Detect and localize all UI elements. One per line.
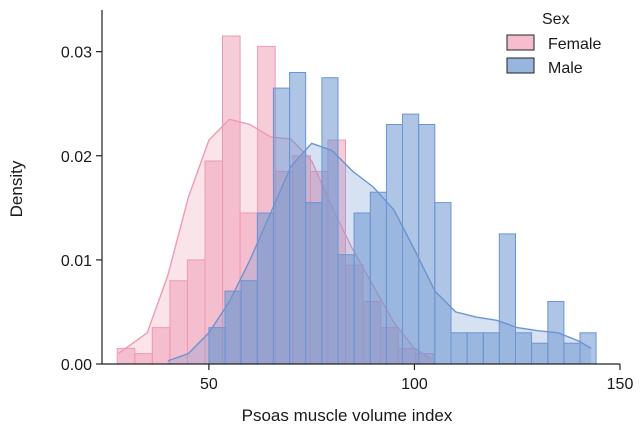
bar-male <box>402 113 420 365</box>
bar-male <box>353 212 371 365</box>
bar-male <box>289 72 307 365</box>
legend: Sex Female Male <box>506 11 601 77</box>
y-tick-label: 0.02 <box>61 149 92 166</box>
bar-male <box>240 280 258 365</box>
y-tick-label: 0.00 <box>61 357 92 374</box>
bar-male <box>208 327 226 365</box>
bar-male <box>498 233 516 365</box>
x-tick-label: 50 <box>200 376 218 393</box>
legend-title: Sex <box>542 11 570 28</box>
bar-male <box>579 332 597 365</box>
kde-line-male <box>167 142 592 362</box>
y-tick-label: 0.01 <box>61 253 92 270</box>
x-tick-label: 150 <box>607 376 634 393</box>
bar-male <box>305 202 323 365</box>
x-axis-title: Psoas muscle volume index <box>242 406 453 425</box>
bar-male <box>337 254 355 365</box>
bar-male <box>482 332 500 365</box>
bar-female <box>134 353 153 365</box>
bar-female <box>151 327 171 365</box>
bar-female <box>116 347 136 365</box>
legend-label-male: Male <box>548 60 583 77</box>
bar-male <box>272 87 291 365</box>
bar-male <box>224 290 242 365</box>
bar-male <box>434 202 452 365</box>
bar-male <box>418 124 436 365</box>
bar-male <box>515 332 533 365</box>
bar-male <box>450 332 468 365</box>
bar-male <box>385 124 403 365</box>
bar-male <box>321 77 339 365</box>
bar-male <box>369 191 387 365</box>
bar-male <box>466 332 484 365</box>
axis-ticks: 50 100 150 0.00 0.01 0.02 0.03 <box>61 45 634 393</box>
legend-swatch-male <box>506 57 535 74</box>
bar-female <box>169 280 188 365</box>
legend-label-female: Female <box>548 36 601 53</box>
y-axis-title: Density <box>7 160 26 217</box>
y-tick-label: 0.03 <box>61 45 92 62</box>
legend-swatch-female <box>506 34 535 51</box>
bar-male <box>563 342 581 365</box>
bar-male <box>531 342 549 365</box>
x-tick-label: 100 <box>401 376 428 393</box>
plot-area <box>116 35 597 365</box>
bar-male <box>256 212 274 365</box>
